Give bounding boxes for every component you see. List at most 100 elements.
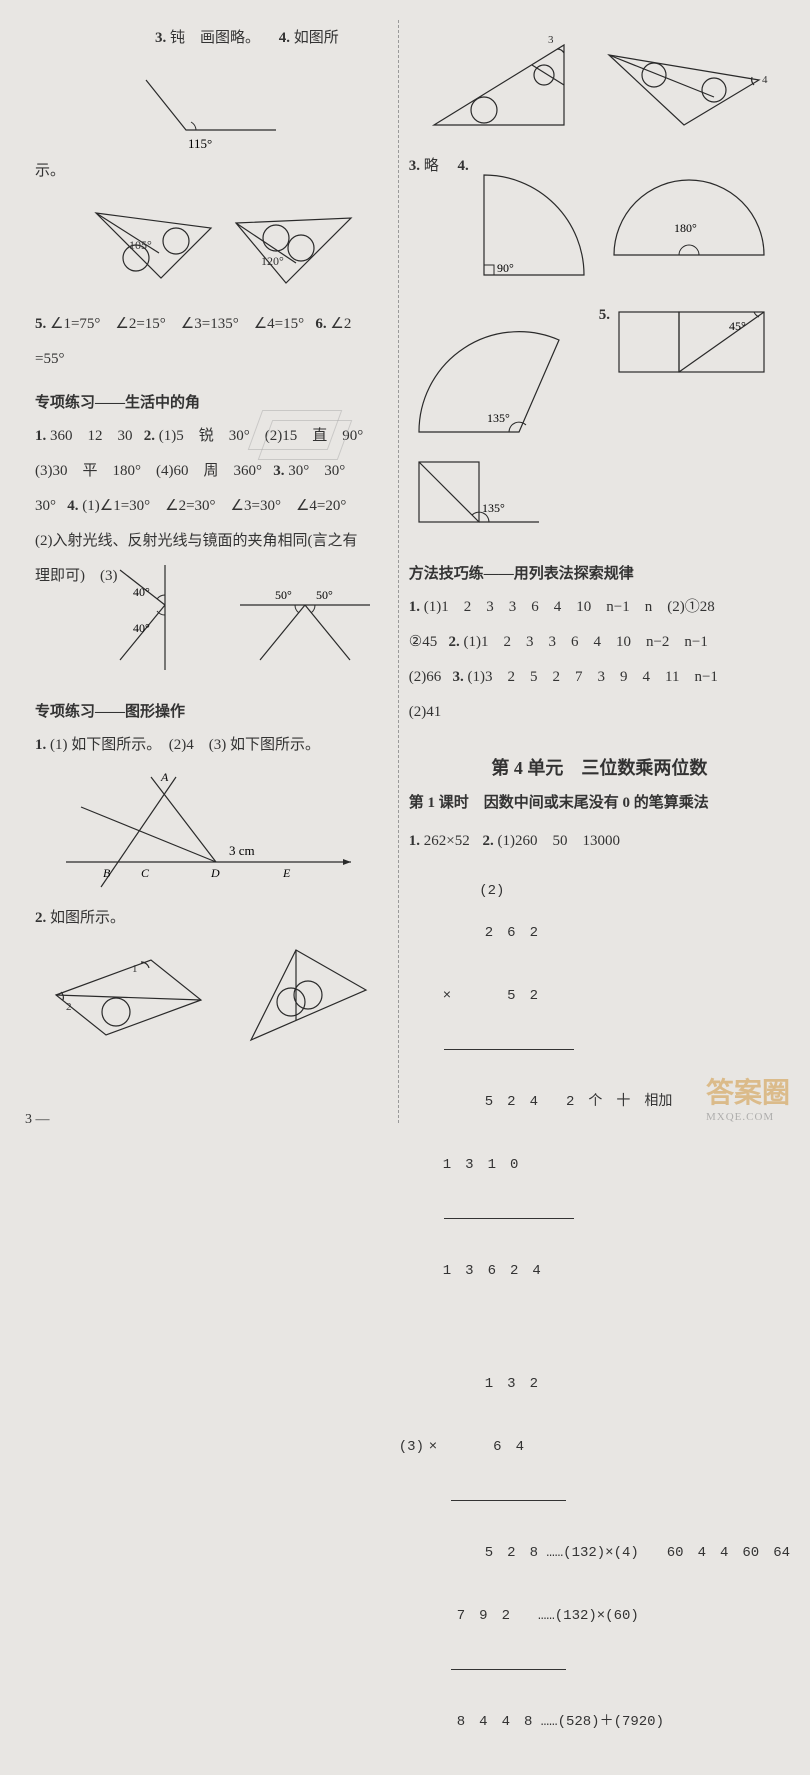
sec1-l1-c: 2. xyxy=(144,428,155,444)
calc3-r5: 8 4 4 8 ……(528)＋(7920) xyxy=(429,1712,790,1733)
point-a: A xyxy=(160,770,169,784)
sec2-l1: 1. (1) 如下图所示。 (2)4 (3) 如下图所示。 xyxy=(35,729,388,762)
top-triangles-diagram: 3 4 xyxy=(424,25,774,145)
sec1-l3-c: (1)∠1=30° ∠2=30° ∠3=30° ∠4=20° xyxy=(82,498,346,514)
lesson-title: 第 1 课时 因数中间或末尾没有 0 的笔算乘法 xyxy=(409,790,790,817)
sec3-l2-a: ②45 xyxy=(409,634,437,650)
page-number: 3 — xyxy=(25,1112,50,1128)
shi-text: 示。 xyxy=(35,155,388,188)
semicircle-diagram: 180° xyxy=(604,170,774,265)
sector-135-diagram: 135° xyxy=(409,292,579,447)
label-50b: 50° xyxy=(316,588,333,602)
label-40a: 40° xyxy=(133,585,150,599)
q5-line: 5. ∠1=75° ∠2=15° ∠3=135° ∠4=15° 6. ∠2 xyxy=(35,308,388,341)
sec3-l2-c: (1)1 2 3 3 6 4 10 n−2 n−1 xyxy=(463,634,707,650)
sec3-l3-b: 3. xyxy=(453,669,464,685)
u-l1-b: 262×52 xyxy=(424,833,470,849)
watermark-shape-2 xyxy=(258,420,353,460)
quarter-circle-diagram: 90° xyxy=(469,160,589,290)
u-l1-d: (1)260 50 13000 xyxy=(497,833,620,849)
sec1-l1-a: 1. xyxy=(35,428,46,444)
label-105: 105° xyxy=(129,238,152,252)
q3-num: 3. xyxy=(155,30,166,46)
q5-container: 5. 45° xyxy=(599,307,774,382)
mirror-50-diagram: 50° 50° xyxy=(240,565,370,665)
q6-num: 6. xyxy=(315,316,326,332)
watermark: 答案圈 MXQE.COM xyxy=(706,1071,790,1123)
calc2-label: (2) xyxy=(479,883,504,899)
calc3-r2: × 6 4 xyxy=(429,1439,524,1455)
sec3-l3-a: (2)66 xyxy=(409,669,442,685)
sec3-l1-b: (1)1 2 3 3 6 4 10 n−1 n (2)①28 xyxy=(424,599,715,615)
calc3-r4: 7 9 2 ……(132)×(60) xyxy=(429,1606,790,1627)
mirror-40-diagram: 40° 40° xyxy=(105,560,225,675)
rect-135-diagram: 135° xyxy=(414,457,544,547)
geometry-abcde-diagram: A B C D E 3 cm xyxy=(61,767,361,897)
u-l1-c: 2. xyxy=(482,833,493,849)
label-90: 90° xyxy=(497,261,514,275)
r-l1: 3. 略 4. 90° 180° xyxy=(409,150,790,290)
rect-45-diagram: 45° xyxy=(614,307,774,382)
q3-q4-line: 3. 钝 画图略。 4. 如图所 xyxy=(35,22,388,55)
point-b: B xyxy=(103,866,111,880)
section3-title: 方法技巧练——用列表法探索规律 xyxy=(409,562,790,583)
q5-num: 5. xyxy=(35,316,46,332)
point-d: D xyxy=(210,866,220,880)
sec1-l3: 30° 4. (1)∠1=30° ∠2=30° ∠3=30° ∠4=20° xyxy=(35,490,388,523)
sec3-l3-c: (1)3 2 5 2 7 3 9 4 11 n−1 xyxy=(468,669,718,685)
sec3-l2-b: 2. xyxy=(448,634,459,650)
calc2-r1: 2 6 2 xyxy=(429,923,790,944)
u-l1: 1. 262×52 2. (1)260 50 13000 xyxy=(409,825,790,858)
sec1-l4: (2)入射光线、反射光线与镜面的夹角相同(言之有 xyxy=(35,525,388,558)
sec3-l3: (2)66 3. (1)3 2 5 2 7 3 9 4 11 n−1 xyxy=(409,661,790,694)
q4-ans: 如图所 xyxy=(294,30,339,46)
row-135-45: 135° 5. 45° xyxy=(409,292,790,452)
sec2-l1-a: 1. xyxy=(35,737,46,753)
label-40b: 40° xyxy=(133,621,150,635)
sec2-l2-b: 如图所示。 xyxy=(50,910,125,926)
calc3-block: 1 3 2 (3)× 6 4 5 2 8 ……(132)×(4) 60 4 4 … xyxy=(429,1332,790,1775)
page-num-text: 3 xyxy=(25,1112,32,1127)
q4-num: 4. xyxy=(279,30,290,46)
label-180: 180° xyxy=(674,221,697,235)
calc3-r1: 1 3 2 xyxy=(429,1374,790,1395)
sec3-l4: (2)41 xyxy=(409,696,790,729)
sec1-l3-b: 4. xyxy=(67,498,78,514)
r-q5: 5. xyxy=(599,307,610,323)
bottom-shapes-diagram: 1 2 xyxy=(41,940,381,1060)
label-120: 120° xyxy=(261,254,284,268)
dim-3cm: 3 cm xyxy=(229,843,255,858)
r-l1-c: 4. xyxy=(458,158,469,174)
sec3-l1-a: 1. xyxy=(409,599,420,615)
label-135a: 135° xyxy=(487,411,510,425)
angle-115-diagram: 115° xyxy=(136,60,286,150)
calc3-r3: 5 2 8 ……(132)×(4) 60 4 4 60 64 xyxy=(429,1543,790,1564)
u-l1-a: 1. xyxy=(409,833,420,849)
calc2-r2: × 5 2 xyxy=(429,986,790,1007)
label-4: 4 xyxy=(762,74,768,86)
sec1-l2-c: 3. xyxy=(273,463,284,479)
sec3-l2: ②45 2. (1)1 2 3 3 6 4 10 n−2 n−1 xyxy=(409,626,790,659)
sec1-l2-d: 30° 30° xyxy=(288,463,345,479)
watermark-url: MXQE.COM xyxy=(706,1111,790,1123)
label-135b: 135° xyxy=(482,501,505,515)
section1-title: 专项练习——生活中的角 xyxy=(35,391,388,412)
r-l1-a: 3. xyxy=(409,158,420,174)
calc2-r4: 1 3 1 0 xyxy=(429,1155,790,1176)
label-50a: 50° xyxy=(275,588,292,602)
q6-body: ∠2 xyxy=(330,316,351,332)
q3-ans: 钝 画图略。 xyxy=(170,30,260,46)
q5-body: ∠1=75° ∠2=15° ∠3=135° ∠4=15° xyxy=(50,316,304,332)
watermark-main: 答案圈 xyxy=(706,1071,790,1111)
q6-cont: =55° xyxy=(35,343,388,376)
unit-title: 第 4 单元 三位数乘两位数 xyxy=(409,754,790,780)
label-1: 1 xyxy=(132,963,138,975)
sec3-l1: 1. (1)1 2 3 3 6 4 10 n−1 n (2)①28 xyxy=(409,591,790,624)
sec1-l5: 理即可) (3) 40° 40° 50° 50° xyxy=(35,560,388,680)
label-45: 45° xyxy=(729,319,746,333)
sec2-l1-b: (1) 如下图所示。 (2)4 (3) 如下图所示。 xyxy=(50,737,320,753)
triangles-105-120: 105° 120° xyxy=(61,193,361,303)
label-2: 2 xyxy=(66,1001,72,1013)
r-l1-b: 略 xyxy=(424,158,439,174)
sec1-l1-b: 360 12 30 xyxy=(50,428,133,444)
